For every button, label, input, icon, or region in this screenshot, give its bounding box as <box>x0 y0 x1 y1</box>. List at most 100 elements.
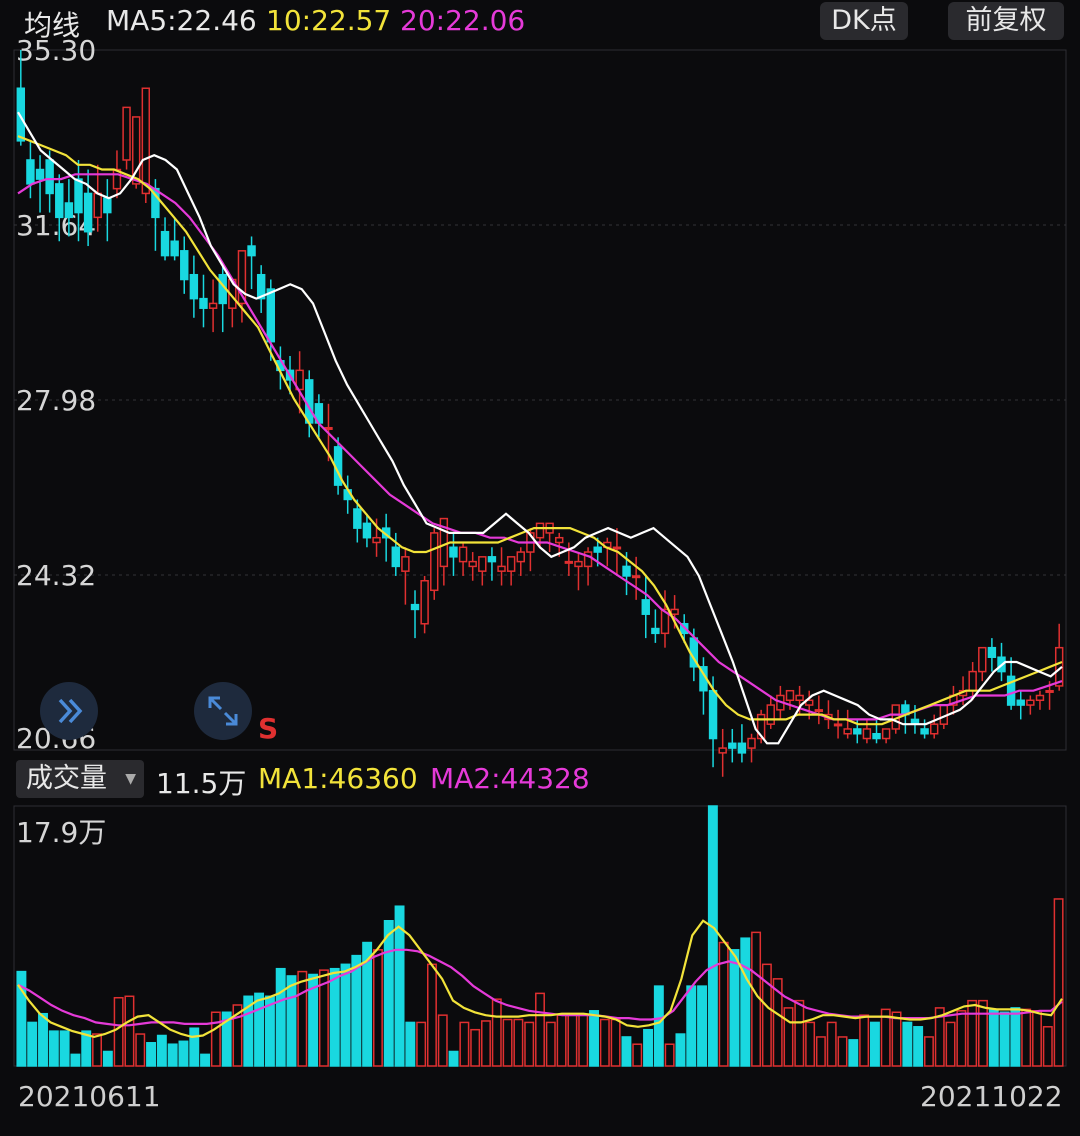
candle-body <box>237 250 247 305</box>
candle-body <box>756 713 766 740</box>
start-date: 20210611 <box>18 1080 161 1113</box>
candle-body <box>170 240 179 257</box>
candle-body <box>987 646 997 658</box>
volume-current: 11.5万 <box>156 767 247 800</box>
candle-body <box>180 250 189 281</box>
volume-bar <box>880 1008 891 1067</box>
candle-body <box>804 699 814 706</box>
volume-bar <box>210 1011 221 1067</box>
price-tick-label: 24.32 <box>16 559 96 592</box>
volume-bar <box>189 1027 200 1067</box>
candle-body <box>266 288 276 343</box>
candle-body <box>1016 699 1025 706</box>
candle-body <box>814 709 824 713</box>
volume-indicator-select[interactable]: 成交量 ▼ <box>16 760 144 798</box>
volume-bar <box>556 1014 567 1067</box>
candle-body <box>64 202 74 219</box>
candle-body <box>708 689 718 740</box>
candle-body <box>555 536 564 544</box>
volume-header: 成交量 ▼ 11.5万 MA1:46360 MA2:44328 <box>0 760 1080 800</box>
volume-bar <box>999 1011 1010 1067</box>
volume-bar <box>1032 1010 1042 1067</box>
volume-bar <box>956 1010 967 1067</box>
candle-body <box>189 273 199 300</box>
candle-body <box>1045 689 1054 693</box>
volume-bar <box>815 1036 826 1067</box>
volume-bar <box>967 999 978 1067</box>
candle-body <box>833 723 843 727</box>
volume-bar <box>621 1036 632 1067</box>
candle-body <box>737 742 747 754</box>
candle-body <box>718 747 727 754</box>
candle-body <box>622 565 631 577</box>
candle-body <box>353 508 362 529</box>
volume-bar <box>697 985 708 1067</box>
volume-bar <box>524 1021 535 1067</box>
price-tick-label: 27.98 <box>16 384 96 417</box>
volume-bar <box>437 1014 448 1067</box>
ma5-line <box>17 111 1063 745</box>
candle-body <box>324 426 333 430</box>
volume-bar <box>643 1028 654 1067</box>
candle-body <box>631 575 641 579</box>
volume-bar <box>178 1040 189 1067</box>
candle-body <box>487 556 497 563</box>
volume-bar <box>848 1039 859 1067</box>
price-tick-label: 35.30 <box>16 34 96 67</box>
volume-bar <box>664 1043 675 1067</box>
ma20-line <box>17 173 1063 721</box>
candle-body <box>670 608 679 615</box>
volume-bar <box>578 1014 589 1067</box>
volume-bar <box>146 1042 157 1067</box>
candle-body <box>728 742 737 749</box>
volume-bar <box>589 1010 599 1067</box>
volume-bar <box>513 1018 524 1067</box>
dropdown-arrow-icon: ▼ <box>125 771 136 787</box>
volume-bar <box>243 995 254 1067</box>
volume-bar <box>221 1011 232 1067</box>
volume-bar <box>599 1018 610 1067</box>
double-chevron-right-icon <box>58 698 83 724</box>
candle-body <box>843 728 852 735</box>
ma10-line <box>17 135 1063 726</box>
volume-bar <box>318 969 329 1067</box>
volume-bar <box>16 970 27 1067</box>
volume-bar <box>675 1033 686 1067</box>
candle-body <box>26 159 35 185</box>
fullscreen-button[interactable] <box>194 682 252 740</box>
expand-panel-button[interactable] <box>40 682 98 740</box>
volume-bar <box>1010 1007 1021 1067</box>
candle-body <box>35 168 45 180</box>
volume-bar <box>362 941 373 1067</box>
candle-body <box>362 522 372 539</box>
candle-body <box>103 197 112 214</box>
volume-bar <box>491 998 502 1067</box>
dk-point-button[interactable]: DK点 <box>820 2 908 40</box>
expand-arrows-icon <box>208 696 238 726</box>
indicator-header: 均线 MA5:22.46 10:22.57 20:22.06 DK点 前复权 <box>0 0 1080 44</box>
volume-bar <box>772 978 783 1067</box>
volume-bar <box>297 970 308 1067</box>
volume-bar <box>761 963 772 1067</box>
indicator-title[interactable]: 均线 <box>24 9 81 42</box>
volume-bar <box>545 1021 556 1067</box>
candle-body <box>660 608 670 635</box>
volume-bar <box>308 973 319 1067</box>
volume-bar <box>891 1011 902 1067</box>
volume-bar <box>653 985 664 1067</box>
candle-body <box>785 689 795 702</box>
volume-bar <box>902 1021 913 1067</box>
ma10-value: 10:22.57 <box>266 4 392 37</box>
forward-adjust-button[interactable]: 前复权 <box>948 2 1064 40</box>
volume-bar <box>92 1033 102 1067</box>
volume-bar <box>783 1007 794 1067</box>
candle-body <box>160 230 170 257</box>
candle-body <box>122 106 131 161</box>
volume-bar <box>156 1034 167 1067</box>
sell-signal-mark: S <box>258 712 279 745</box>
candle-body <box>1035 694 1045 702</box>
candle-body <box>641 599 650 615</box>
volume-bar <box>988 1008 999 1067</box>
volume-bar <box>59 1030 70 1067</box>
